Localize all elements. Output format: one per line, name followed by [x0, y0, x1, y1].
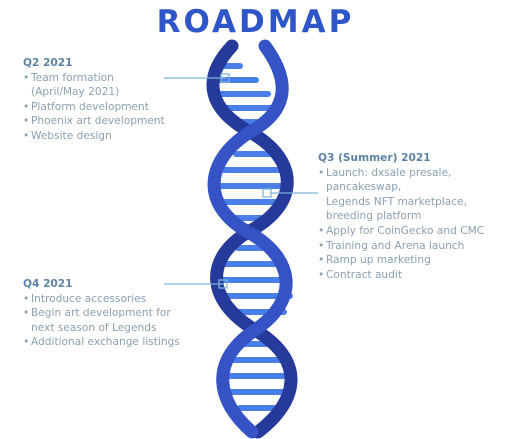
q4-2021-block: Q4 2021 Introduce accessories Begin art …: [23, 277, 180, 350]
q3-item: Training and Arena launch: [318, 239, 484, 254]
q2-item: Website design: [23, 129, 165, 144]
q3-2021-block: Q3 (Summer) 2021 Launch: dxsale presale,…: [318, 151, 484, 282]
q3-item-continuation: pancakeswap,: [326, 181, 402, 194]
helix-strand-b: [207, 39, 293, 439]
q2-2021-block: Q2 2021 Team formation (April/May 2021) …: [23, 56, 165, 144]
q3-item: Apply for CoinGecko and CMC: [318, 224, 484, 239]
q3-item-continuation: Legends NFT marketplace,: [326, 195, 467, 208]
q3-item: Contract audit: [318, 268, 484, 283]
q2-item: Platform development: [23, 100, 165, 115]
callout-connectors: [164, 73, 318, 289]
q2-heading: Q2 2021: [23, 57, 73, 69]
q3-item: Ramp up marketing: [318, 253, 484, 268]
q2-item: Phoenix art development: [23, 114, 165, 129]
q4-heading: Q4 2021: [23, 278, 73, 290]
q4-item-continuation: next season of Legends: [31, 321, 157, 334]
q2-item-continuation: (April/May 2021): [31, 86, 120, 99]
q2-item: Team formation: [23, 71, 165, 86]
page-title: ROADMAP: [156, 4, 355, 40]
q3-item: Launch: dxsale presale,: [318, 166, 484, 181]
q3-heading: Q3 (Summer) 2021: [318, 152, 431, 164]
q3-item-continuation: breeding platform: [326, 210, 422, 223]
q4-item: Introduce accessories: [23, 292, 180, 307]
q4-item: Begin art development for: [23, 306, 180, 321]
q4-item: Additional exchange listings: [23, 335, 180, 350]
